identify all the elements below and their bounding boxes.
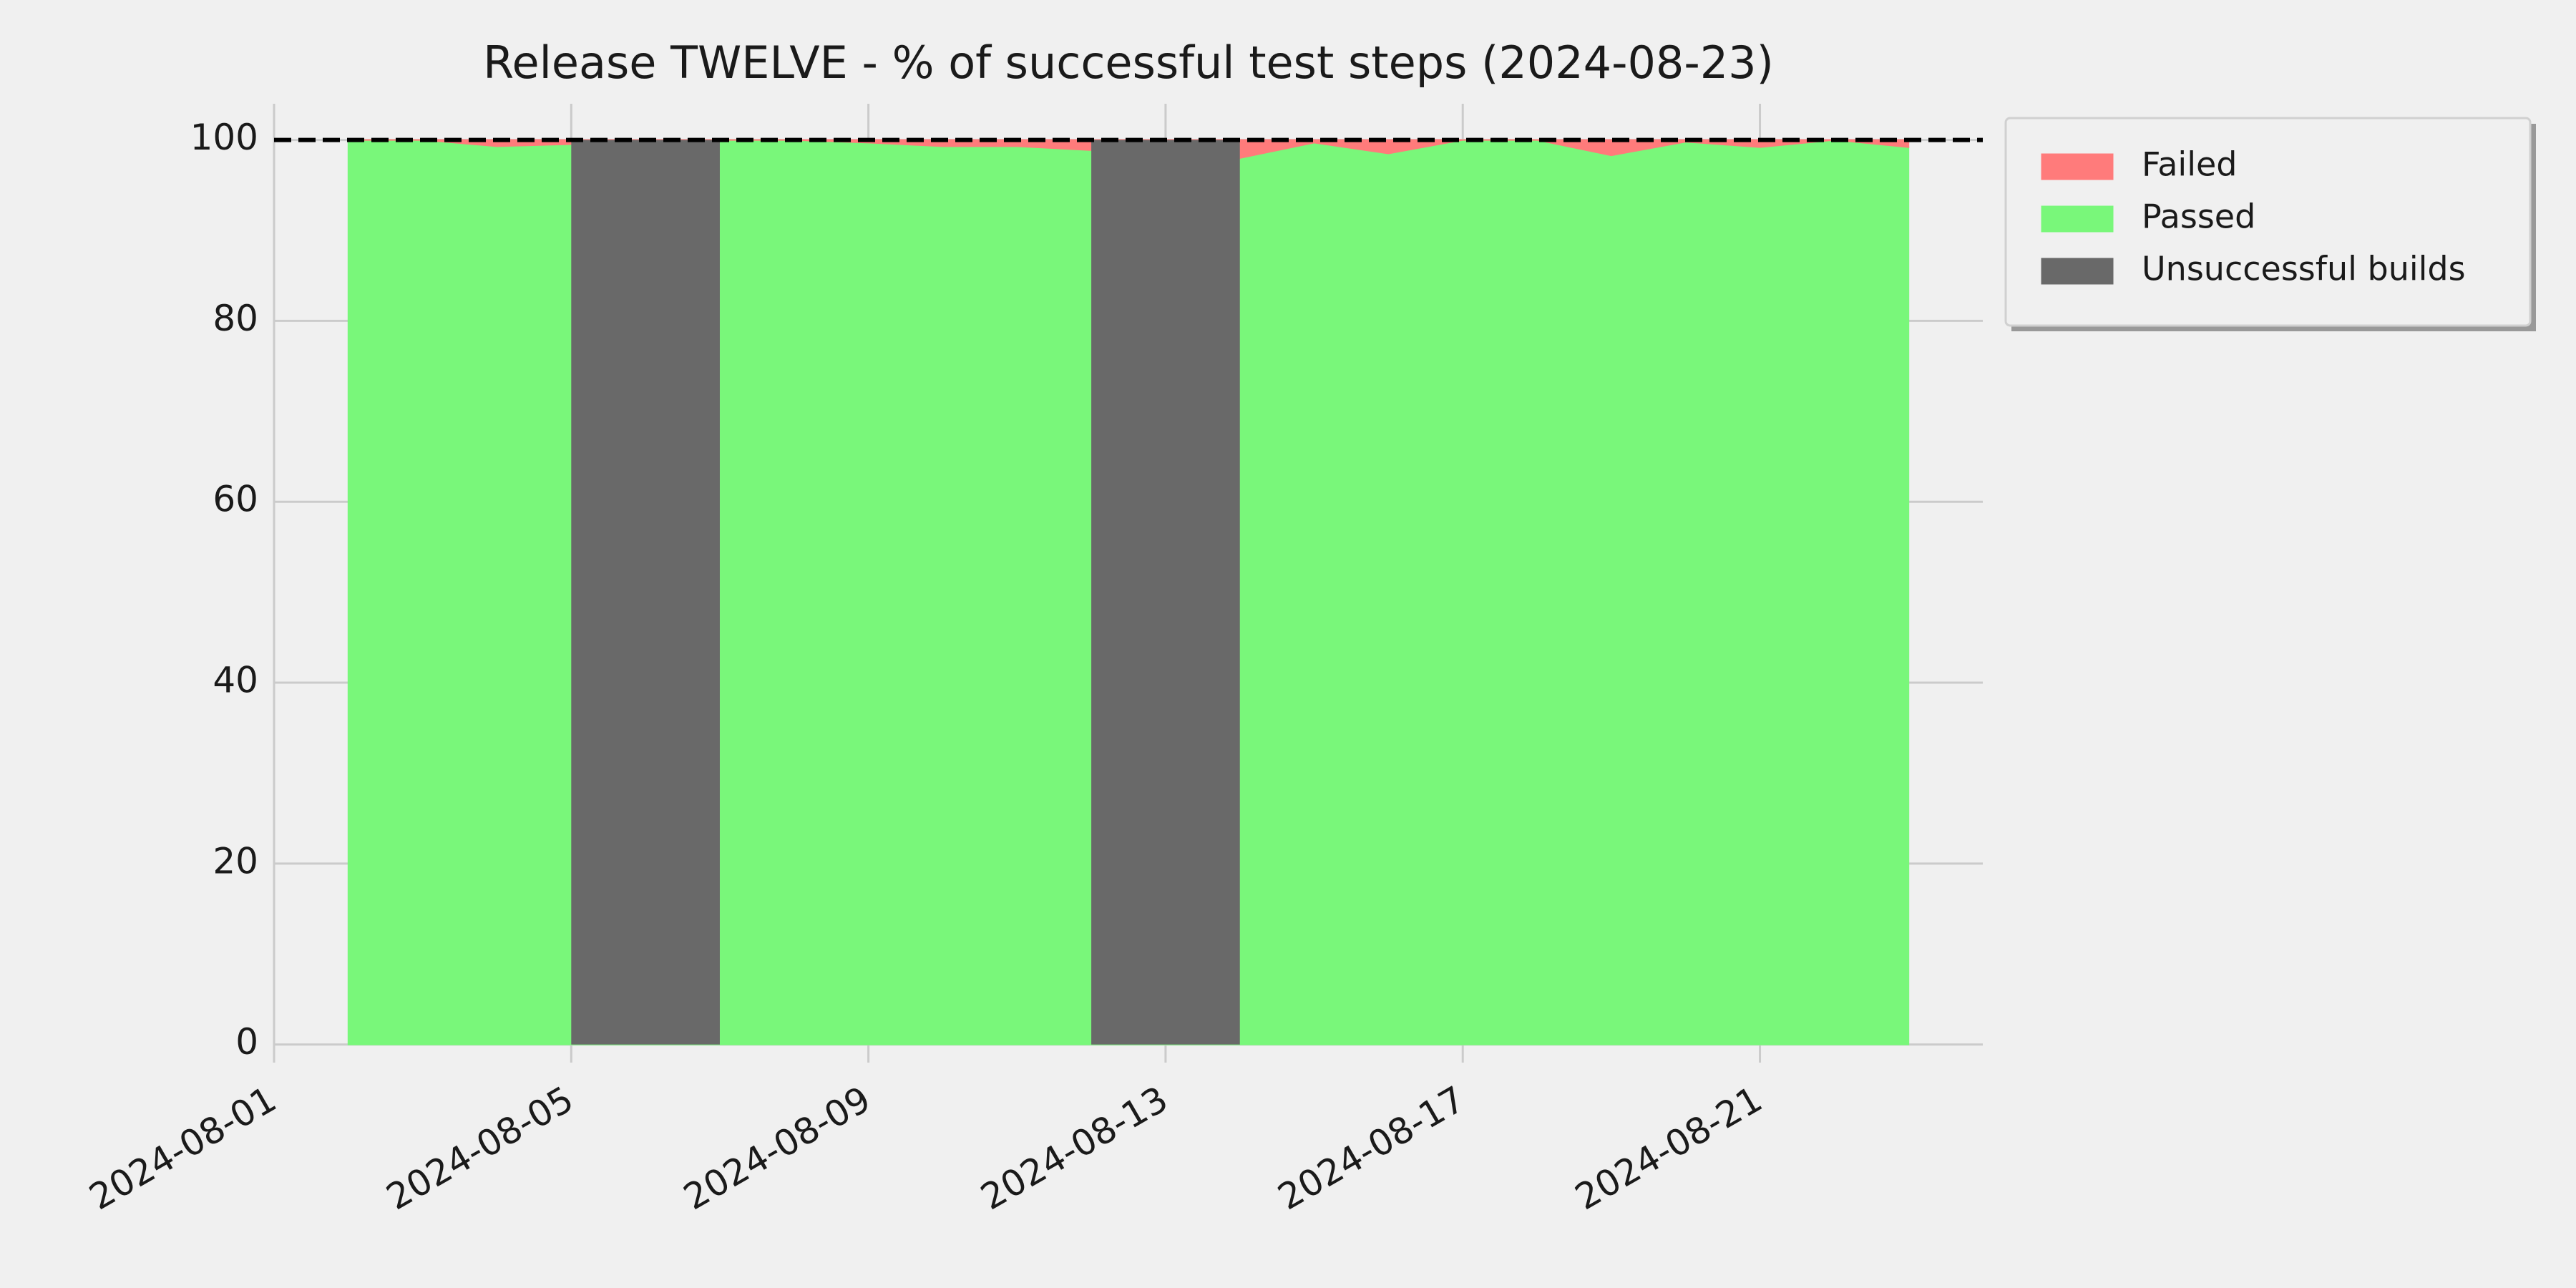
legend-label: Failed [2142, 145, 2238, 184]
y-tick-label: 20 [213, 840, 258, 882]
legend-swatch [2041, 258, 2114, 285]
legend-label: Passed [2142, 197, 2255, 236]
y-tick-label: 80 [213, 298, 258, 339]
bar [1091, 140, 1240, 1045]
y-tick-label: 60 [213, 479, 258, 520]
legend-label: Unsuccessful builds [2142, 250, 2466, 288]
chart-title: Release TWELVE - % of successful test st… [483, 36, 1774, 89]
legend-swatch [2041, 205, 2114, 233]
legend-swatch [2041, 153, 2114, 180]
bar [571, 140, 720, 1045]
y-tick-label: 100 [190, 117, 258, 158]
y-tick-label: 40 [213, 660, 258, 701]
y-tick-label: 0 [235, 1021, 258, 1063]
legend-box [2004, 117, 2532, 327]
